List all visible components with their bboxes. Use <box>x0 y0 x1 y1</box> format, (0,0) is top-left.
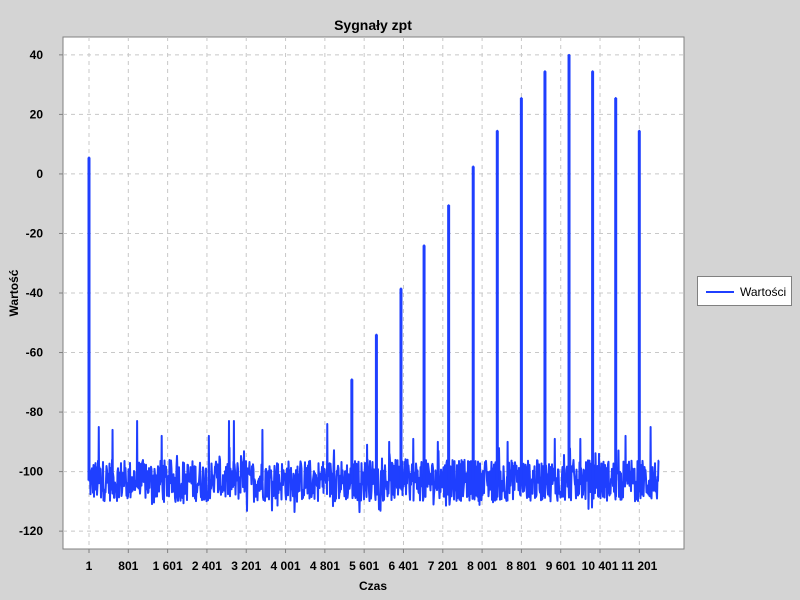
x-tick-label: 801 <box>118 559 138 573</box>
y-tick-label: 0 <box>36 167 43 181</box>
y-tick-label: 40 <box>30 48 44 62</box>
y-tick-label: -60 <box>26 346 44 360</box>
x-tick-label: 11 201 <box>621 559 657 573</box>
y-tick-label: -40 <box>26 286 44 300</box>
series-layer <box>87 53 660 514</box>
y-tick-label: 20 <box>30 107 44 121</box>
legend: Wartości <box>697 276 792 306</box>
legend-label: Wartości <box>740 285 787 299</box>
y-tick-label: -120 <box>19 524 43 538</box>
x-tick-label: 4 001 <box>271 559 301 573</box>
series-line <box>87 53 660 514</box>
x-tick-label: 3 201 <box>231 559 261 573</box>
y-tick-label: -100 <box>19 465 43 479</box>
chart-title: Sygnały zpt <box>334 17 412 33</box>
x-tick-label: 7 201 <box>428 559 458 573</box>
x-tick-label: 1 601 <box>153 559 183 573</box>
x-tick-label: 10 401 <box>582 559 619 573</box>
y-tick-label: -80 <box>26 405 44 419</box>
x-tick-label: 1 <box>86 559 93 573</box>
tick-layer: 40 20 0 -20 -40 -60 -80 -100 -120 1 801 1 601 2 401 3… <box>19 48 658 573</box>
x-axis-label: Czas <box>359 579 387 593</box>
x-tick-label: 6 401 <box>388 559 418 573</box>
x-tick-label: 2 401 <box>192 559 222 573</box>
y-axis-label: Wartość <box>7 269 21 316</box>
x-tick-label: 8 801 <box>506 559 536 573</box>
x-tick-label: 9 601 <box>546 559 576 573</box>
legend-line-swatch <box>706 291 734 293</box>
x-tick-label: 4 801 <box>310 559 340 573</box>
x-tick-label: 5 601 <box>349 559 379 573</box>
y-tick-label: -20 <box>26 226 44 240</box>
x-tick-label: 8 001 <box>467 559 497 573</box>
